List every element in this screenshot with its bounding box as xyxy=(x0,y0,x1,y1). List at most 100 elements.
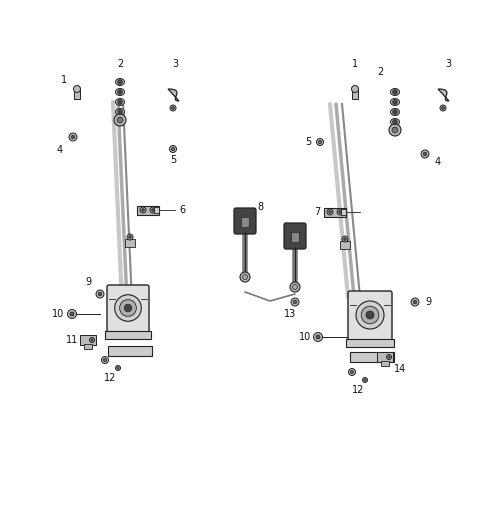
Text: 5: 5 xyxy=(305,137,311,147)
Circle shape xyxy=(291,298,299,306)
Circle shape xyxy=(316,139,324,145)
Circle shape xyxy=(339,210,341,214)
Text: 2: 2 xyxy=(117,59,123,69)
Circle shape xyxy=(101,356,108,364)
Circle shape xyxy=(392,127,398,133)
Text: 12: 12 xyxy=(352,385,364,395)
Circle shape xyxy=(69,133,77,141)
Bar xyxy=(291,232,299,242)
Text: 11: 11 xyxy=(66,335,78,345)
Text: 4: 4 xyxy=(435,157,441,167)
Circle shape xyxy=(440,105,446,111)
Text: 3: 3 xyxy=(445,59,451,69)
Ellipse shape xyxy=(391,98,399,105)
Circle shape xyxy=(442,106,444,110)
Circle shape xyxy=(362,377,368,382)
Circle shape xyxy=(171,147,175,151)
Bar xyxy=(352,90,358,99)
Circle shape xyxy=(116,366,120,371)
Circle shape xyxy=(150,207,156,213)
Bar xyxy=(381,361,389,366)
Text: 7: 7 xyxy=(314,207,320,217)
Circle shape xyxy=(411,298,419,306)
PathPatch shape xyxy=(168,89,179,101)
Circle shape xyxy=(318,140,322,143)
Text: 9: 9 xyxy=(85,277,91,287)
Ellipse shape xyxy=(391,89,399,96)
Text: 3: 3 xyxy=(172,59,178,69)
Text: 2: 2 xyxy=(377,67,383,77)
FancyBboxPatch shape xyxy=(234,208,256,234)
Circle shape xyxy=(393,99,397,104)
Bar xyxy=(74,90,80,99)
Bar xyxy=(340,241,350,249)
Bar xyxy=(241,217,249,227)
Circle shape xyxy=(313,332,323,342)
Circle shape xyxy=(114,114,126,126)
Circle shape xyxy=(103,358,107,361)
Circle shape xyxy=(329,210,331,214)
Ellipse shape xyxy=(391,109,399,116)
Text: 10: 10 xyxy=(52,309,64,319)
Text: 8: 8 xyxy=(257,202,263,212)
Circle shape xyxy=(316,335,320,339)
Circle shape xyxy=(73,86,81,93)
PathPatch shape xyxy=(438,89,449,101)
Bar xyxy=(154,207,159,213)
Circle shape xyxy=(342,236,348,242)
FancyBboxPatch shape xyxy=(284,223,306,249)
Circle shape xyxy=(98,292,102,296)
FancyBboxPatch shape xyxy=(348,291,392,343)
Ellipse shape xyxy=(116,98,124,105)
Circle shape xyxy=(327,209,333,215)
Text: 14: 14 xyxy=(394,364,406,374)
Text: 13: 13 xyxy=(284,309,296,319)
Circle shape xyxy=(364,379,366,381)
Bar xyxy=(341,209,346,215)
Bar xyxy=(125,239,135,247)
Bar xyxy=(377,352,393,362)
Circle shape xyxy=(71,135,75,139)
Text: 9: 9 xyxy=(425,297,431,307)
Text: 4: 4 xyxy=(57,145,63,155)
Circle shape xyxy=(242,274,248,280)
Circle shape xyxy=(96,290,104,298)
Ellipse shape xyxy=(391,118,399,125)
Circle shape xyxy=(118,79,122,84)
Circle shape xyxy=(393,110,397,115)
Circle shape xyxy=(89,337,95,343)
Circle shape xyxy=(152,209,155,211)
Circle shape xyxy=(344,238,347,240)
Circle shape xyxy=(423,152,427,156)
Text: 6: 6 xyxy=(179,205,185,215)
Circle shape xyxy=(292,285,298,289)
Circle shape xyxy=(115,295,141,322)
Bar xyxy=(84,344,92,349)
Circle shape xyxy=(127,234,133,240)
Ellipse shape xyxy=(116,109,124,116)
Circle shape xyxy=(140,207,146,213)
Circle shape xyxy=(366,311,374,319)
Circle shape xyxy=(118,90,122,95)
Circle shape xyxy=(172,106,174,110)
Circle shape xyxy=(389,124,401,136)
Circle shape xyxy=(348,369,356,375)
Circle shape xyxy=(351,86,359,93)
Circle shape xyxy=(124,304,132,312)
Ellipse shape xyxy=(116,78,124,86)
Circle shape xyxy=(169,145,177,153)
Circle shape xyxy=(117,117,123,123)
Bar xyxy=(80,335,96,345)
Circle shape xyxy=(129,236,132,239)
Circle shape xyxy=(293,300,297,304)
Circle shape xyxy=(120,300,136,316)
Circle shape xyxy=(356,301,384,329)
Circle shape xyxy=(388,356,390,358)
Bar xyxy=(137,205,159,215)
Circle shape xyxy=(386,354,392,359)
Circle shape xyxy=(70,312,74,316)
Circle shape xyxy=(337,209,343,215)
Circle shape xyxy=(91,339,93,341)
Bar xyxy=(350,352,394,362)
Circle shape xyxy=(350,370,354,374)
